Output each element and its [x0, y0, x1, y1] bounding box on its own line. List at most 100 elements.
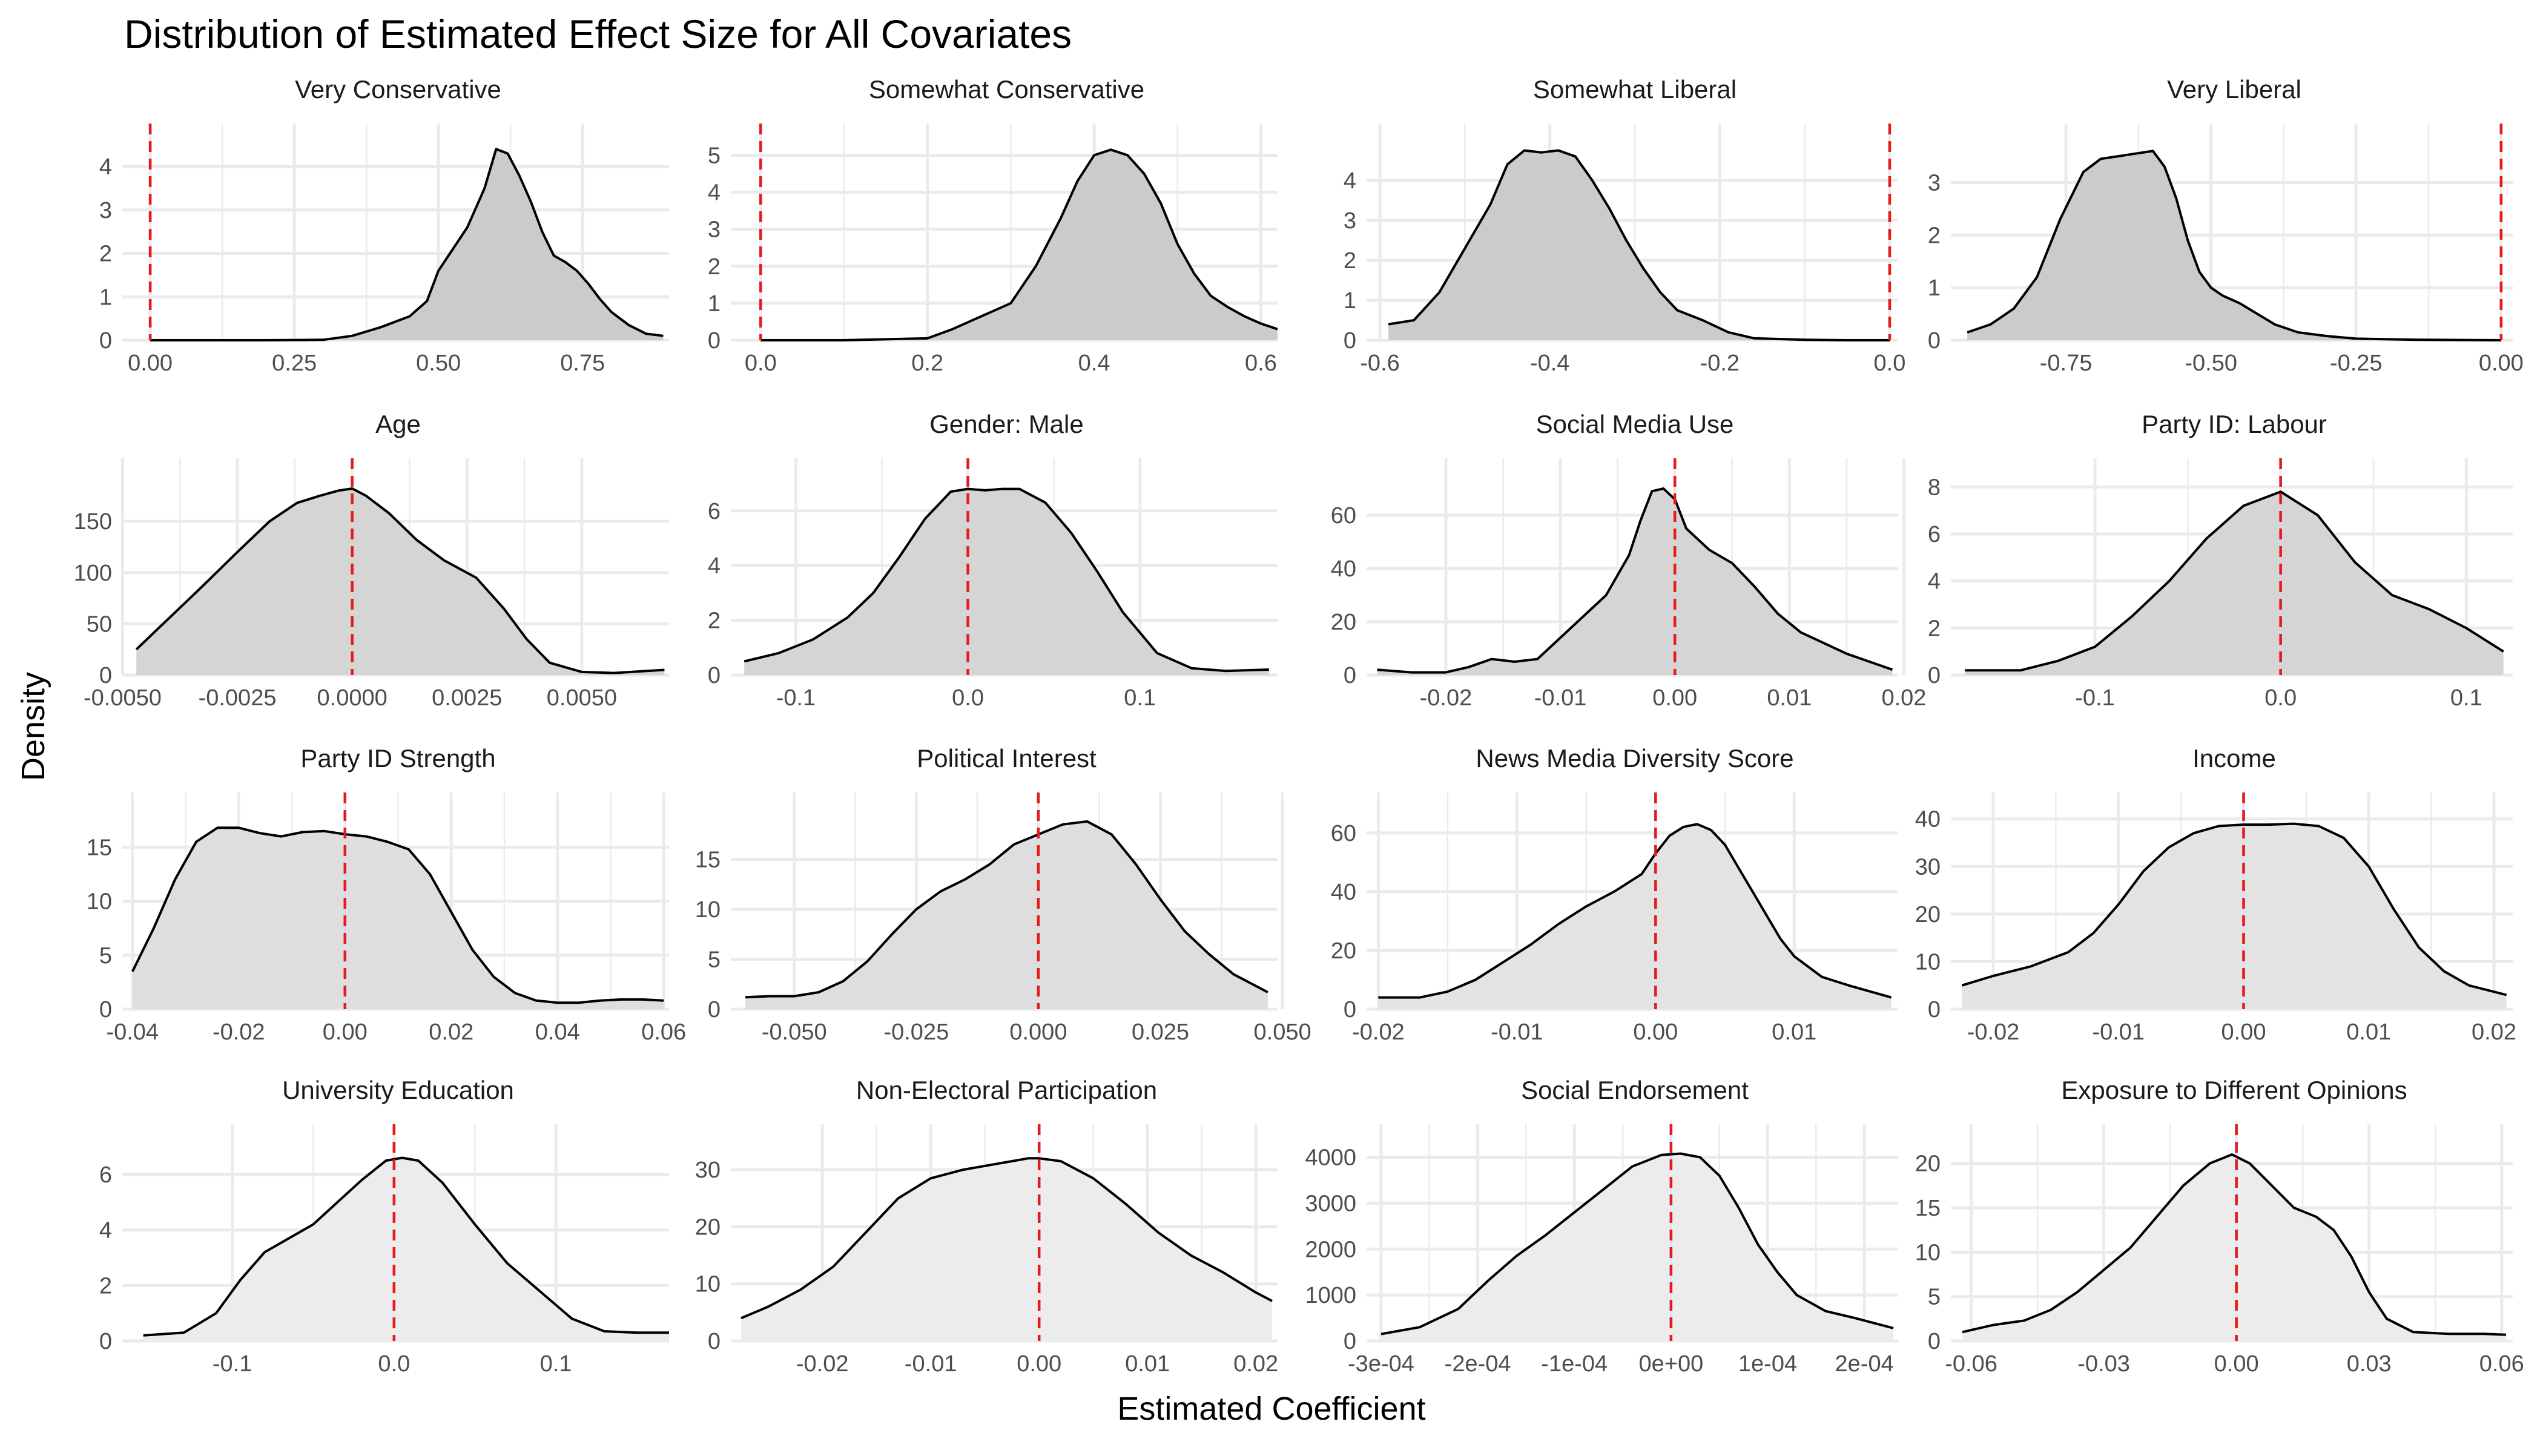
panel-political-interest: Political Interest -0.050 -0.025 0.000 0.025… [695, 744, 1311, 1045]
y-tick-label: 0 [99, 1329, 112, 1354]
panel-social-media-use: Social Media Use -0.02 -0.01 0.00 0.01 0.02 0 2… [1331, 410, 1927, 711]
x-tick-label: 1e-04 [1738, 1351, 1797, 1377]
y-tick-label: 15 [1915, 1196, 1941, 1221]
y-tick-label: 4000 [1305, 1145, 1356, 1171]
density-line [150, 148, 664, 341]
x-tick-label: 0.0 [2264, 685, 2297, 711]
x-tick-label: -0.02 [1352, 1020, 1405, 1045]
panel-title: Age [375, 410, 421, 438]
panel-title: Exposure to Different Opinions [2061, 1076, 2407, 1104]
y-tick-label: 3 [1928, 170, 1941, 196]
x-tick-label: -0.02 [213, 1020, 265, 1045]
x-tick-label: 0.00 [128, 351, 173, 376]
x-tick-label: 0.0 [952, 685, 984, 711]
y-tick-label: 4 [99, 1218, 112, 1244]
x-tick-label: 0.00 [1017, 1351, 1061, 1377]
panel-somewhat-conservative: Somewhat Conservative 0.0 0.2 0.4 0.6 0 1 2 3 4 5 [708, 75, 1278, 376]
x-tick-label: -0.01 [905, 1351, 957, 1377]
x-tick-label: 0.01 [1772, 1020, 1816, 1045]
panel-title: Social Media Use [1536, 410, 1734, 438]
x-tick-label: -2e-04 [1445, 1351, 1511, 1377]
y-tick-label: 5 [99, 943, 112, 969]
y-tick-label: 3 [1344, 208, 1356, 234]
x-tick-label: 2e-04 [1835, 1351, 1894, 1377]
y-tick-label: 10 [695, 897, 721, 923]
panel-party-id-strength: Party ID Strength -0.04 -0.02 0.00 0.02 0.04 0… [87, 744, 686, 1045]
y-tick-label: 30 [695, 1158, 721, 1183]
density-line [1965, 490, 2504, 672]
x-tick-label: 0.75 [560, 351, 605, 376]
x-tick-label: 0.03 [2347, 1351, 2392, 1377]
density-area [143, 1158, 669, 1341]
panel-title: Social Endorsement [1521, 1076, 1749, 1104]
y-tick-label: 6 [708, 499, 721, 524]
panel-title: Somewhat Liberal [1533, 75, 1737, 104]
x-tick-label: -0.1 [2075, 685, 2114, 711]
y-tick-label: 0 [1928, 1329, 1941, 1354]
y-tick-label: 4 [1928, 569, 1941, 595]
panel-non-electoral-participation: Non-Electoral Participation -0.02 -0.01 0.0… [695, 1076, 1278, 1377]
x-tick-label: 0.0025 [432, 685, 502, 711]
density-area [1965, 492, 2504, 675]
y-tick-label: 40 [1331, 880, 1356, 905]
x-tick-label: -0.050 [762, 1020, 827, 1045]
panel-title: Party ID: Labour [2142, 410, 2327, 438]
y-tick-label: 10 [87, 889, 112, 915]
x-tick-label: 0.02 [1233, 1351, 1278, 1377]
x-tick-label: 0.02 [2472, 1020, 2516, 1045]
y-tick-label: 2000 [1305, 1237, 1356, 1262]
x-tick-label: -0.2 [1700, 351, 1740, 376]
y-tick-label: 3 [99, 198, 112, 223]
x-tick-label: 0.04 [535, 1020, 580, 1045]
density-line [1962, 1153, 2507, 1336]
density-area [136, 489, 665, 675]
y-tick-label: 100 [74, 561, 112, 586]
panel-title: Very Liberal [2167, 75, 2301, 104]
x-axis-label: Estimated Coefficient [1117, 1391, 1426, 1427]
y-tick-label: 0 [1344, 997, 1356, 1023]
y-tick-label: 20 [1331, 938, 1356, 964]
density-area [744, 489, 1269, 675]
x-tick-label: 0.1 [2450, 685, 2482, 711]
y-tick-label: 0 [1928, 663, 1941, 688]
density-area [150, 149, 664, 341]
y-tick-label: 6 [1928, 522, 1941, 547]
y-tick-label: 0 [1344, 328, 1356, 354]
x-tick-label: 0.000 [1009, 1020, 1067, 1045]
panel-very-conservative: Very Conservative 0.00 0.25 0.50 0.75 0 1 2 3 4 [99, 75, 669, 376]
density-line [1967, 150, 2501, 341]
x-tick-label: 0.00 [2214, 1351, 2259, 1377]
x-tick-label: 0.25 [272, 351, 317, 376]
panel-news-media-diversity-score: News Media Diversity Score -0.02 -0.01 0.00… [1331, 744, 1898, 1045]
x-tick-label: 0.06 [2479, 1351, 2524, 1377]
density-line [740, 1157, 1273, 1320]
x-tick-label: -3e-04 [1348, 1351, 1414, 1377]
y-tick-label: 0 [708, 663, 721, 688]
chart-title: Distribution of Estimated Effect Size fo… [124, 12, 1072, 56]
x-tick-label: 0.0 [1874, 351, 1906, 376]
x-tick-label: -0.02 [1967, 1020, 2020, 1045]
y-tick-label: 2 [99, 1273, 112, 1299]
panel-exposure-to-different-opinions: Exposure to Different Opinions -0.06 -0.03… [1915, 1076, 2524, 1377]
x-tick-label: -0.0050 [84, 685, 162, 711]
density-line [1377, 487, 1893, 674]
panel-title: Non-Electoral Participation [856, 1076, 1157, 1104]
x-tick-label: -0.01 [2092, 1020, 2145, 1045]
y-tick-label: 20 [695, 1214, 721, 1240]
panel-title: Gender: Male [929, 410, 1083, 438]
panel-party-id-labour: Party ID: Labour -0.1 0.0 0.1 0 2 4 6 8 [1928, 410, 2513, 711]
panel-very-liberal: Very Liberal -0.75 -0.50 -0.25 0.00 0 1 2 3 [1928, 75, 2524, 376]
panel-income: Income -0.02 -0.01 0.00 0.01 0.02 0 10 20 30 40 [1915, 744, 2516, 1045]
y-tick-label: 15 [695, 848, 721, 873]
x-tick-label: -0.02 [796, 1351, 849, 1377]
y-tick-label: 1 [708, 291, 721, 317]
density-area [1388, 150, 1890, 340]
y-tick-label: 150 [74, 509, 112, 535]
y-tick-label: 8 [1928, 475, 1941, 500]
x-tick-label: 0.1 [540, 1351, 572, 1377]
y-tick-label: 10 [695, 1272, 721, 1297]
y-tick-label: 50 [87, 611, 112, 637]
y-tick-label: 10 [1915, 1240, 1941, 1265]
panel-title: Political Interest [917, 744, 1097, 772]
